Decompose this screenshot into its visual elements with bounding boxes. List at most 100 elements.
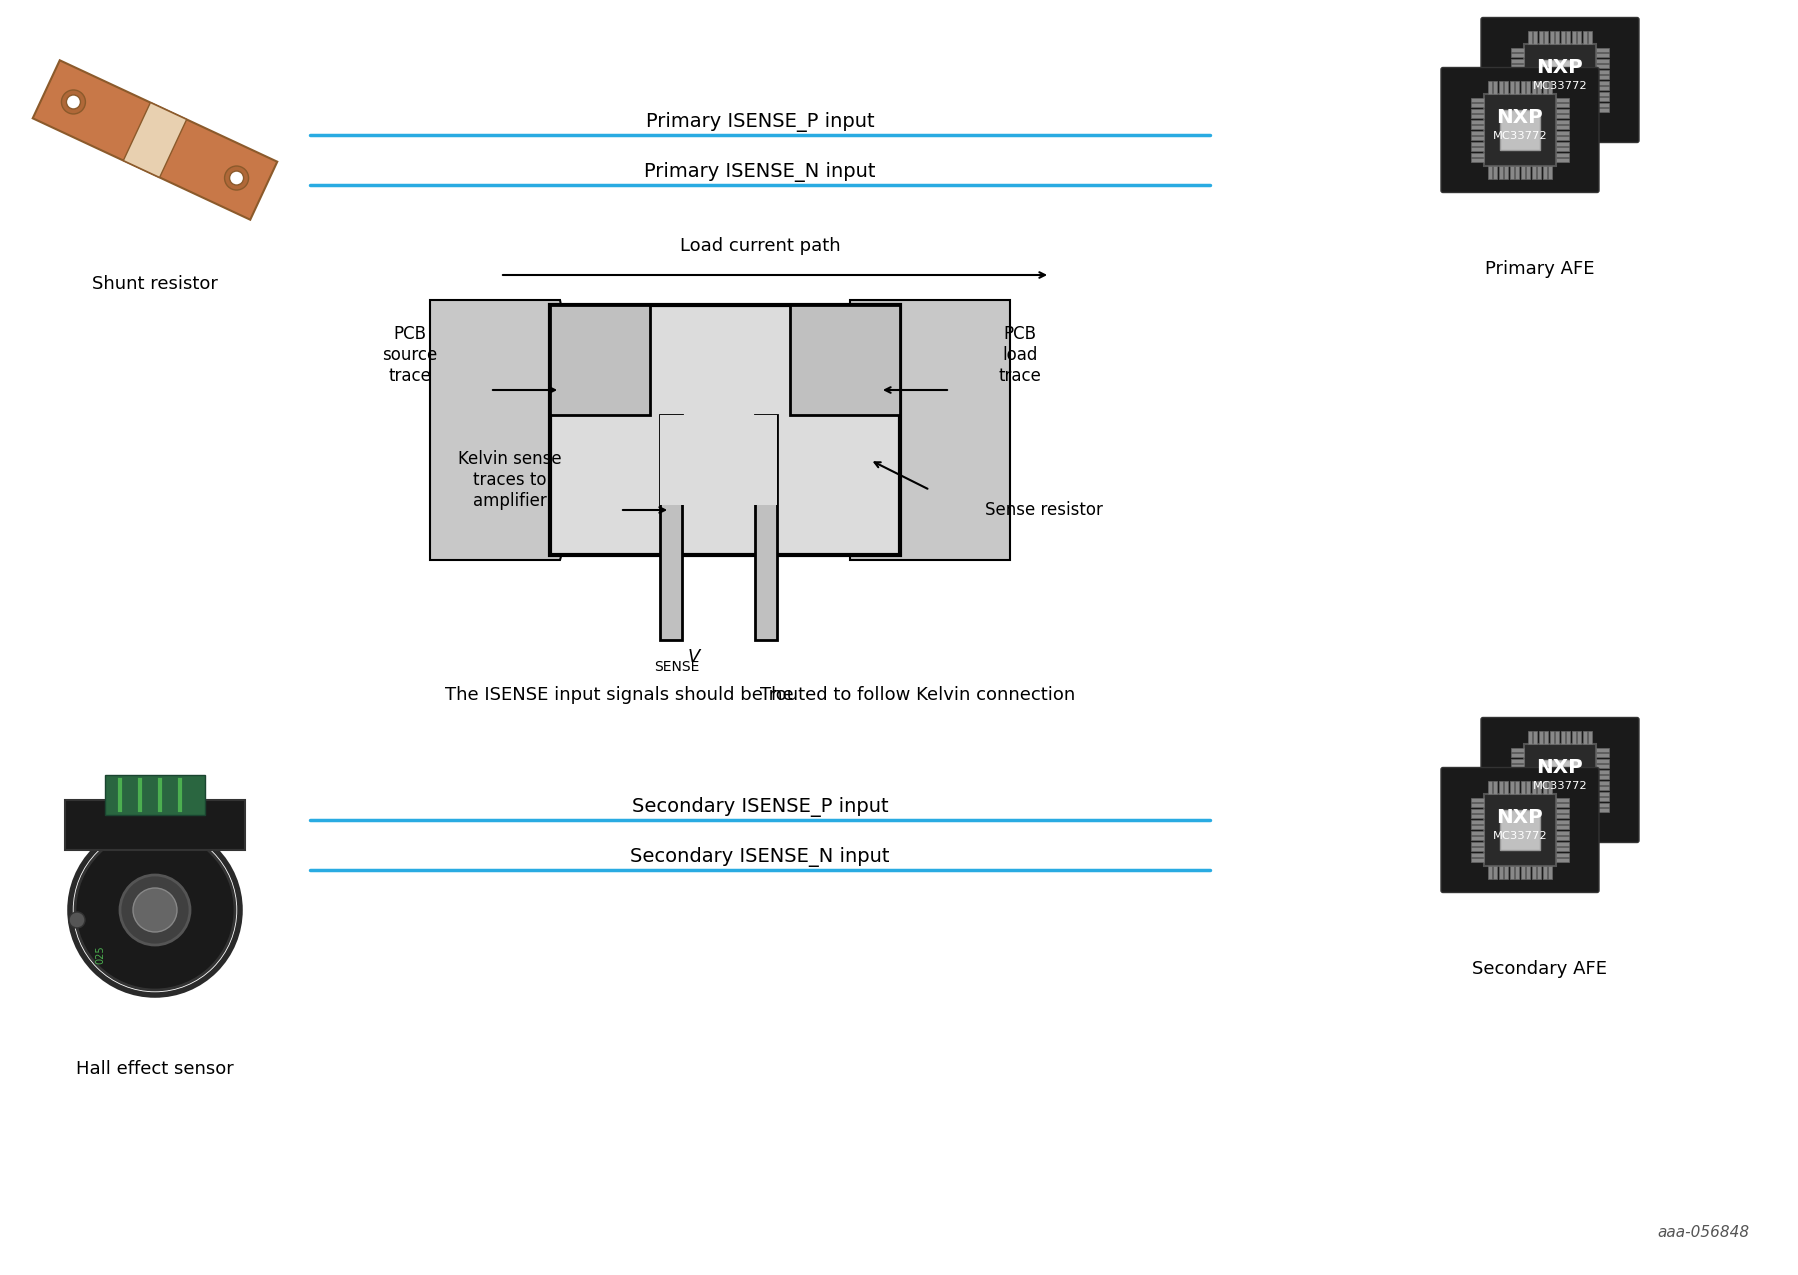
Bar: [1595, 797, 1607, 801]
Text: Secondary ISENSE_P input: Secondary ISENSE_P input: [631, 797, 888, 817]
Bar: [1492, 166, 1496, 178]
Bar: [1492, 82, 1496, 94]
Bar: [1509, 782, 1512, 794]
Bar: [1525, 866, 1530, 878]
Bar: [1548, 31, 1553, 45]
Bar: [1471, 853, 1483, 857]
Text: Secondary AFE: Secondary AFE: [1473, 960, 1607, 978]
Bar: [1519, 82, 1525, 94]
Bar: [1510, 808, 1523, 812]
Bar: [1595, 108, 1607, 112]
Bar: [1525, 166, 1530, 178]
Bar: [1548, 866, 1552, 878]
Circle shape: [61, 91, 85, 113]
Bar: [1514, 782, 1518, 794]
Bar: [755, 414, 777, 640]
Bar: [1582, 731, 1586, 745]
Text: NXP: NXP: [1535, 757, 1582, 776]
Bar: [1548, 166, 1552, 178]
Bar: [1532, 116, 1535, 129]
Bar: [1530, 866, 1535, 878]
Text: Hall effect sensor: Hall effect sensor: [76, 1060, 234, 1077]
Bar: [1539, 760, 1579, 799]
Bar: [1471, 142, 1483, 145]
Bar: [1555, 115, 1568, 119]
Bar: [1510, 748, 1523, 752]
Bar: [1532, 816, 1535, 829]
Bar: [1555, 815, 1568, 819]
Text: MC33772: MC33772: [1532, 80, 1586, 91]
Text: Kelvin sense
traces to
amplifier: Kelvin sense traces to amplifier: [458, 450, 561, 510]
Bar: [1543, 866, 1546, 878]
Bar: [1471, 108, 1483, 112]
Text: Load current path: Load current path: [680, 237, 840, 255]
Bar: [1555, 842, 1568, 845]
Bar: [1595, 54, 1607, 57]
Bar: [660, 414, 777, 505]
Bar: [1539, 60, 1579, 99]
Bar: [1555, 803, 1568, 807]
Bar: [1500, 111, 1539, 149]
Text: NXP: NXP: [1496, 807, 1543, 826]
Bar: [1566, 816, 1570, 829]
Bar: [1483, 94, 1555, 166]
Bar: [1471, 153, 1483, 157]
Bar: [1571, 31, 1575, 45]
Polygon shape: [32, 60, 277, 219]
Bar: [1561, 731, 1564, 745]
Bar: [1519, 866, 1525, 878]
Bar: [1595, 787, 1607, 790]
Bar: [1537, 866, 1541, 878]
Bar: [1577, 816, 1580, 829]
Bar: [1543, 816, 1548, 829]
Bar: [1548, 731, 1553, 745]
Bar: [1471, 815, 1483, 819]
Bar: [1555, 858, 1568, 862]
Bar: [1471, 125, 1483, 129]
FancyBboxPatch shape: [1440, 768, 1598, 892]
Bar: [1537, 816, 1543, 829]
Bar: [1543, 82, 1546, 94]
Text: SENSE: SENSE: [654, 660, 699, 674]
Bar: [1555, 131, 1568, 135]
Text: V: V: [687, 648, 699, 666]
Bar: [1555, 153, 1568, 157]
Bar: [1509, 166, 1512, 178]
Bar: [1555, 142, 1568, 145]
Bar: [1510, 70, 1523, 74]
Bar: [1566, 731, 1570, 745]
Bar: [1595, 92, 1607, 96]
Polygon shape: [849, 300, 1009, 560]
Bar: [1471, 848, 1483, 852]
Bar: [1595, 103, 1607, 107]
Bar: [1471, 808, 1483, 812]
Bar: [1561, 31, 1564, 45]
Text: MC33772: MC33772: [1492, 831, 1546, 840]
Bar: [1582, 116, 1586, 129]
Bar: [1571, 816, 1575, 829]
Bar: [1561, 816, 1564, 829]
Bar: [1514, 82, 1518, 94]
Text: Primary ISENSE_P input: Primary ISENSE_P input: [645, 112, 874, 133]
Bar: [1510, 59, 1523, 62]
Bar: [1471, 103, 1483, 107]
Bar: [1487, 82, 1491, 94]
Bar: [1509, 866, 1512, 878]
Bar: [1471, 831, 1483, 835]
Bar: [1500, 811, 1539, 849]
Bar: [1595, 770, 1607, 774]
Bar: [1548, 82, 1552, 94]
Bar: [1595, 754, 1607, 757]
Bar: [1595, 64, 1607, 68]
Circle shape: [225, 166, 248, 190]
Bar: [1555, 820, 1568, 824]
Bar: [1595, 759, 1607, 762]
Bar: [1471, 136, 1483, 140]
Bar: [1527, 816, 1530, 829]
Bar: [1548, 116, 1553, 129]
Bar: [1483, 794, 1555, 866]
Circle shape: [68, 912, 85, 928]
Text: MC33772: MC33772: [1492, 131, 1546, 140]
Bar: [1555, 108, 1568, 112]
Bar: [1503, 866, 1507, 878]
